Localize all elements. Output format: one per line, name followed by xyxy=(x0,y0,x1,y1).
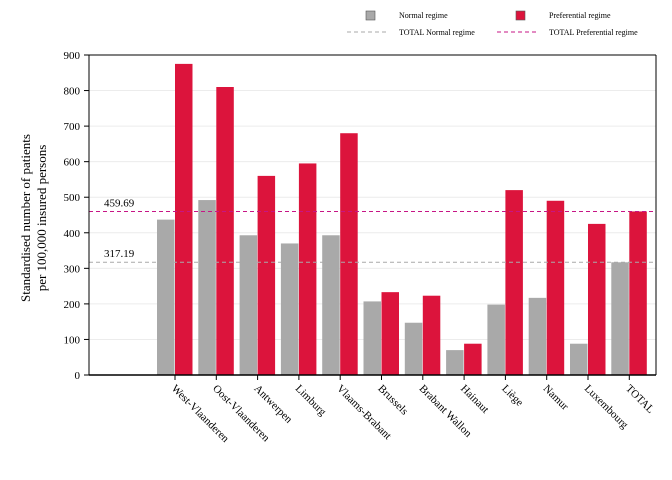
x-tick-label: Antwerpen xyxy=(251,383,294,426)
bar-preferential xyxy=(257,175,276,375)
bar-normal xyxy=(239,235,258,375)
bars xyxy=(157,63,647,376)
y-tick-label: 300 xyxy=(64,263,81,275)
legend: Normal regime Preferential regime TOTAL No… xyxy=(347,10,638,37)
reference-line-label: 317.19 xyxy=(104,248,135,260)
legend-label: Preferential regime xyxy=(549,11,611,20)
bar-preferential xyxy=(298,163,317,375)
bar-preferential xyxy=(546,200,565,375)
y-tick-label: 100 xyxy=(64,334,81,346)
y-tick-label: 900 xyxy=(64,50,81,62)
legend-label: TOTAL Normal regime xyxy=(399,28,475,37)
bar-preferential xyxy=(588,223,606,375)
bar-normal xyxy=(198,200,216,375)
y-tick-label: 800 xyxy=(64,86,81,98)
x-tick-label: Liège xyxy=(499,383,525,409)
y-tick-label: 0 xyxy=(75,370,81,382)
bar-normal xyxy=(528,297,547,375)
y-tick-label: 400 xyxy=(64,228,81,240)
y-tick-label: 500 xyxy=(64,192,81,204)
y-axis-label: Standardised number of patientsper 100,0… xyxy=(18,134,49,302)
bar-preferential xyxy=(422,295,441,375)
legend-label: Normal regime xyxy=(399,11,448,20)
x-tick-label: Limburg xyxy=(293,383,329,419)
bar-normal xyxy=(611,262,629,375)
legend-label: TOTAL Preferential regime xyxy=(549,28,638,37)
bar-preferential xyxy=(175,63,193,376)
bar-preferential xyxy=(464,343,482,375)
bar-preferential xyxy=(505,190,523,375)
y-axis-label-line: Standardised number of patients xyxy=(18,134,33,302)
bar-preferential xyxy=(340,133,358,375)
axes xyxy=(88,54,657,376)
x-tick-label: Hainaut xyxy=(458,383,491,416)
x-tick-label: TOTAL xyxy=(623,383,656,416)
bar-normal xyxy=(322,235,340,375)
reference-line-label: 459.69 xyxy=(104,198,135,210)
y-ticks: 0 100 200 300 400 500 600 700 800 900 xyxy=(64,50,89,382)
y-axis-label-line: per 100,000 insured persons xyxy=(34,145,49,292)
y-tick-label: 700 xyxy=(64,121,81,133)
reference-lines: 317.19 459.69 xyxy=(89,198,656,263)
bar-normal xyxy=(157,219,175,375)
x-tick-label: Namur xyxy=(541,383,571,413)
legend-swatch-normal xyxy=(365,10,376,21)
bar-normal xyxy=(363,301,381,375)
x-ticks: West-VlaanderenOost-VlaanderenAntwerpenL… xyxy=(169,375,657,445)
bar-preferential xyxy=(381,292,399,375)
bar-normal xyxy=(487,304,505,375)
bar-normal xyxy=(404,322,423,375)
y-tick-label: 200 xyxy=(64,299,81,311)
bar-normal xyxy=(570,343,588,375)
bar-preferential xyxy=(629,211,647,375)
y-tick-label: 600 xyxy=(64,157,81,169)
bar-normal xyxy=(280,243,299,375)
x-tick-label: Brussels xyxy=(375,383,410,418)
legend-swatch-preferential xyxy=(515,10,526,21)
bar-preferential xyxy=(216,87,234,375)
bar-normal xyxy=(446,350,464,375)
